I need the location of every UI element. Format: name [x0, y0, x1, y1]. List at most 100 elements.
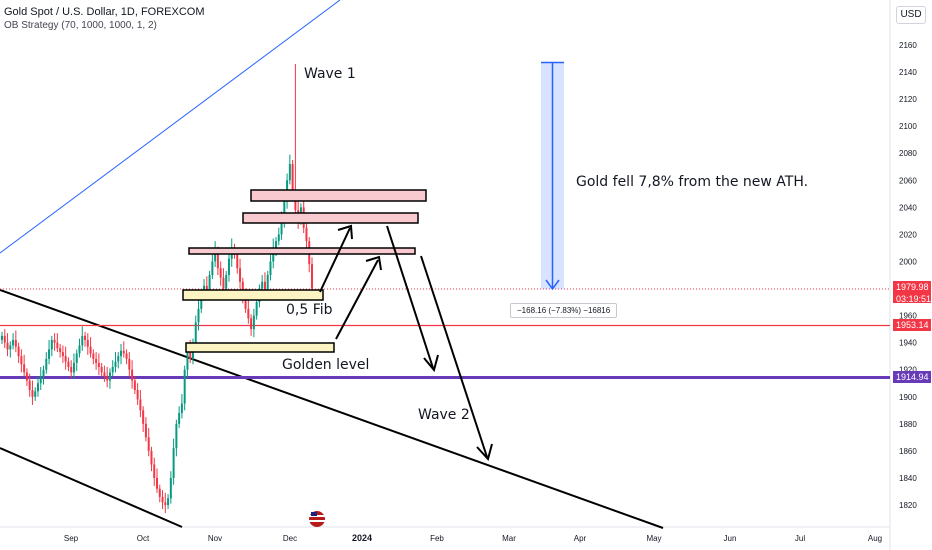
candle-body: [111, 367, 114, 373]
currency-button[interactable]: USD: [896, 6, 926, 24]
y-tick-label: 2000: [899, 257, 917, 266]
candle-body: [3, 335, 6, 343]
candle-body: [247, 308, 250, 319]
indicator-label[interactable]: OB Strategy (70, 1000, 1000, 1, 2): [4, 20, 157, 31]
candle-body: [150, 450, 153, 465]
fib-label: 0,5 Fib: [286, 302, 333, 318]
candle-body: [25, 372, 28, 381]
candle-body: [263, 281, 266, 292]
channel-upper-line: [0, 289, 664, 529]
measure-arrow-head: [545, 279, 560, 291]
candle-body: [23, 364, 26, 373]
x-tick-label: Mar: [502, 534, 516, 543]
candle-body: [294, 193, 297, 211]
candle-body: [6, 342, 9, 350]
y-tick-label: 2080: [899, 149, 917, 158]
candle-body: [34, 391, 37, 397]
last-price-value: 1979.98: [896, 282, 929, 292]
candle-body: [106, 376, 109, 381]
candle-body: [142, 410, 145, 424]
x-tick-label: Sep: [64, 534, 79, 543]
candle-body: [241, 281, 244, 296]
candle-body: [305, 227, 308, 242]
time-axis: Sep Oct Nov Dec 2024 Feb Mar Apr May Jun Jul Aug: [64, 533, 882, 543]
candle-body: [214, 250, 217, 262]
x-tick-label: Feb: [430, 534, 444, 543]
candle-body: [136, 390, 139, 400]
candle-body: [164, 502, 167, 505]
candle-body: [59, 348, 62, 353]
candle-body: [153, 464, 156, 478]
ob-box-mid: [242, 212, 419, 224]
candle-body: [156, 477, 158, 489]
candle-body: [169, 477, 172, 499]
candle-body: [277, 234, 280, 242]
candle-body: [144, 423, 147, 438]
candle-body: [17, 346, 20, 357]
candle-body: [78, 345, 81, 354]
candle-body: [180, 403, 183, 413]
arrow-up-2-head: [365, 255, 382, 271]
candle-body: [227, 258, 230, 275]
y-tick-label: 2120: [899, 95, 917, 104]
candle-body: [120, 350, 123, 357]
y-tick-label: 1840: [899, 474, 917, 483]
level-1914-tag: 1914.94: [893, 371, 931, 383]
candle-body: [92, 353, 95, 359]
candle-body: [131, 369, 134, 381]
candle-body: [261, 281, 264, 289]
x-tick-label: May: [646, 534, 661, 543]
x-tick-label: Nov: [208, 534, 222, 543]
candle-body: [250, 318, 253, 330]
wave2-label: Wave 2: [418, 407, 470, 423]
y-tick-label: 1900: [899, 393, 917, 402]
y-tick-label: 1860: [899, 447, 917, 456]
candle-body: [183, 369, 186, 404]
candle-body: [20, 356, 23, 365]
arrow-down-1: [386, 225, 434, 369]
candle-body: [291, 164, 294, 194]
gold-fell-note: Gold fell 7,8% from the new ATH.: [576, 174, 809, 190]
arrow-up-2: [335, 259, 379, 340]
candle-body: [172, 448, 175, 478]
x-tick-label: Oct: [137, 534, 150, 543]
candle-body: [216, 250, 219, 269]
candle-body: [208, 275, 211, 292]
candle-body: [244, 295, 247, 309]
candle-body: [45, 358, 48, 370]
candle-body: [100, 367, 103, 373]
candle-body: [28, 380, 31, 390]
price-axis: 1820184018601880190019201940196019802000…: [899, 41, 917, 510]
candle-body: [211, 261, 214, 275]
candle-body: [67, 361, 70, 367]
candle-body: [64, 356, 67, 362]
candle-body: [39, 376, 42, 384]
candle-body: [125, 353, 128, 359]
y-tick-label: 2100: [899, 122, 917, 131]
candle-body: [108, 372, 111, 381]
y-tick-label: 2040: [899, 203, 917, 212]
candle-body: [48, 349, 51, 359]
arrow-down-2: [420, 255, 488, 458]
candle-body: [42, 369, 45, 377]
candle-body: [222, 277, 225, 289]
x-tick-label: Jul: [795, 534, 805, 543]
candle-body: [86, 339, 89, 347]
countdown-value: 03:19:51: [896, 294, 932, 304]
candle-body: [280, 220, 283, 235]
candle-body: [205, 285, 208, 292]
candle-body: [75, 353, 78, 363]
candle-body: [72, 362, 75, 373]
candle-body: [200, 295, 203, 309]
y-tick-label: 2140: [899, 68, 917, 77]
y-tick-label: 1920: [899, 366, 917, 375]
candle-body: [266, 275, 269, 292]
candle-body: [158, 488, 161, 497]
candle-body: [36, 383, 39, 392]
measure-label: −168.16 (−7.83%) −16816: [510, 303, 618, 318]
candle-body: [50, 339, 53, 350]
arrow-down-1-head: [423, 354, 439, 373]
wave1-label: Wave 1: [304, 66, 356, 82]
last-price-tag: 1979.98 03:19:51: [893, 281, 932, 304]
